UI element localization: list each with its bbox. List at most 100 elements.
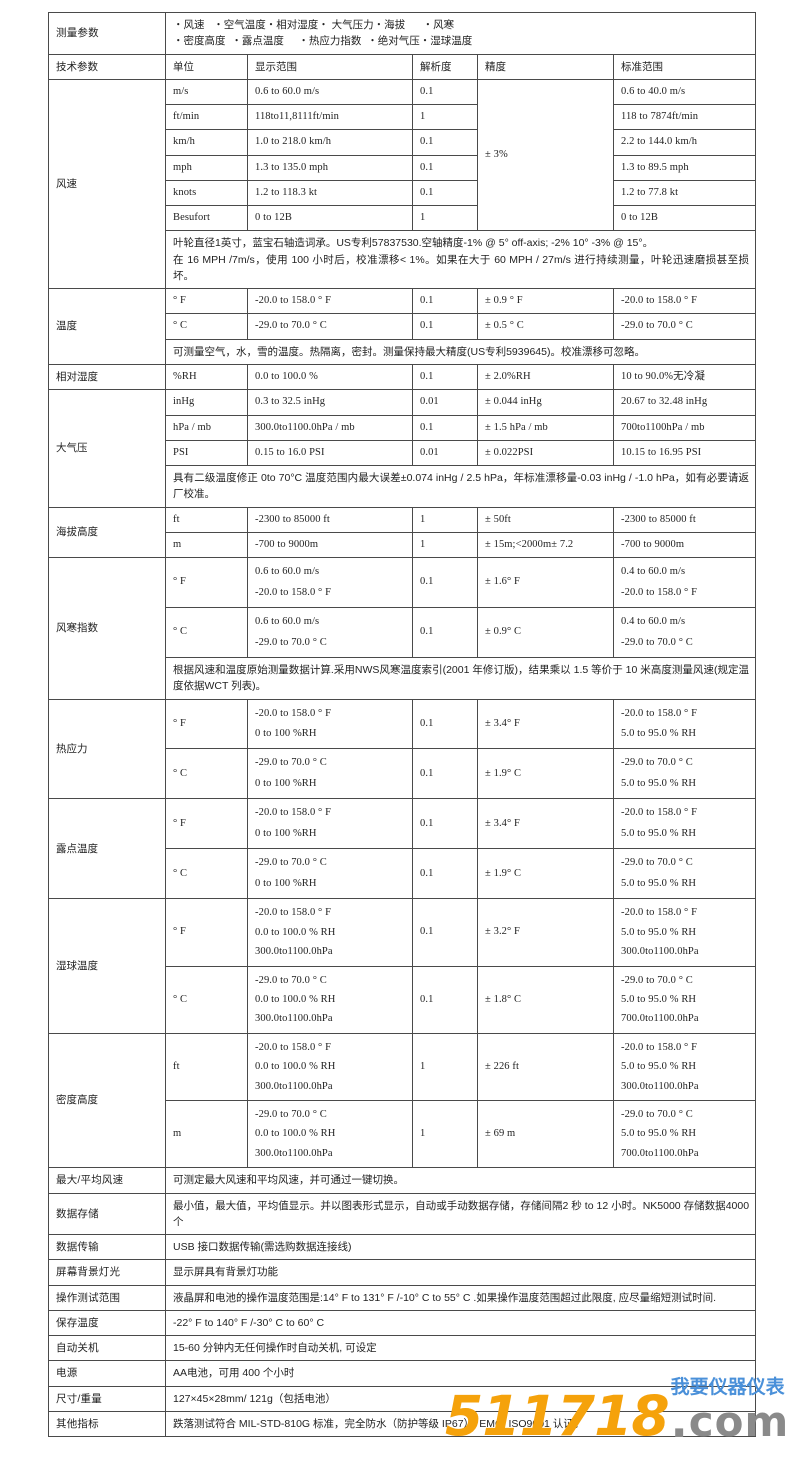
cell-unit: PSI: [165, 439, 248, 467]
cell-line: 700.0to1100.0hPa: [621, 1013, 699, 1025]
cell-accuracy: ± 15m;<2000m± 7.2: [477, 531, 614, 559]
cell-display-range: -29.0 to 70.0 ° C 0.0 to 100.0 % RH 300.0t…: [247, 1100, 413, 1169]
cell-line: 300.0to1100.0hPa: [255, 1013, 333, 1025]
cell-display-range: 300.0to1100.0hPa / mb: [247, 414, 413, 441]
note-line: 可测量空气，水，雪的温度。热隔离，密封。测量保持最大精度(US专利5939645…: [173, 345, 645, 358]
cell-display-range: 0.0 to 100.0 %: [247, 363, 413, 391]
spec-row: hPa / mb 300.0to1100.0hPa / mb 0.1 ± 1.5 hP…: [49, 414, 757, 441]
cell-line: 0 to 100 %RH: [255, 827, 317, 839]
cell-resolution: 0.1: [412, 363, 478, 391]
simple-spec-row: 尺寸/重量 127×45×28mm/ 121g（包括电池）: [48, 1385, 757, 1412]
spec-row: ° C -29.0 to 70.0 ° C 0.1 ± 0.5 ° C -29.0 to…: [49, 313, 757, 340]
cell-unit: Besufort: [165, 205, 248, 232]
cell-line: -20.0 to 158.0 ° F: [255, 586, 332, 598]
cell-standard-range: -29.0 to 70.0 ° C 5.0 to 95.0 % RH 700.0to…: [612, 965, 757, 1034]
cell-accuracy: ± 0.9 ° F: [477, 288, 614, 315]
cell-standard-range: 10 to 90.0%无冷凝: [612, 363, 757, 391]
simple-spec-row: 自动关机 15-60 分钟内无任何操作时自动关机, 可设定: [48, 1335, 757, 1362]
cell-accuracy: ± 69 m: [477, 1100, 614, 1169]
cell-unit: ° C: [165, 748, 248, 800]
cell-display-range: 0.6 to 60.0 m/s: [247, 78, 413, 106]
cell-resolution: 0.1: [412, 748, 478, 800]
simple-row-label: 保存温度: [48, 1309, 166, 1337]
cell-resolution: 0.1: [412, 313, 478, 340]
watermark-logo: 511718 我要仪器仪表 . com: [445, 1378, 788, 1444]
cell-standard-range: -20.0 to 158.0 ° F 5.0 to 95.0 % RH: [612, 698, 757, 750]
cell-display-range: 1.2 to 118.3 kt: [247, 179, 413, 207]
cell-unit: ° C: [165, 607, 248, 658]
header-accuracy: 精度: [477, 53, 614, 80]
cell-resolution: 0.01: [412, 439, 478, 467]
measurement-params-label: 测量参数: [48, 12, 166, 55]
cell-unit: m/s: [165, 78, 248, 106]
cell-accuracy: ± 3.4° F: [477, 698, 614, 750]
cell-standard-range: 0.6 to 40.0 m/s: [612, 78, 757, 106]
spec-row: 露点温度 ° F -20.0 to 158.0 ° F 0 to 100 %RH 0.1…: [48, 798, 757, 900]
measurement-params-list: ・风速 ・空气温度・相对湿度・ 大气压力・海拔 ・风寒 ・密度高度 ・露点温度 …: [164, 12, 757, 55]
cell-unit: ft: [165, 506, 248, 533]
cell-accuracy: ± 3.2° F: [477, 898, 614, 967]
spec-note-row: 具有二级温度修正 0to 70°C 温度范围内最大误差±0.074 inHg /…: [49, 465, 757, 508]
cell-unit: ° C: [165, 965, 248, 1034]
cell-resolution: 0.01: [412, 389, 478, 416]
note-line: 具有二级温度修正 0to 70°C 温度范围内最大误差±0.074 inHg /…: [173, 472, 750, 501]
cell-line: 300.0to1100.0hPa: [255, 1080, 333, 1092]
cell-line: 0.6 to 60.0 m/s: [255, 616, 320, 628]
cell-unit: ° F: [165, 698, 248, 750]
cell-line: 5.0 to 95.0 % RH: [621, 727, 697, 739]
cell-line: 0.0 to 100.0 % RH: [255, 926, 336, 938]
cell-standard-range: -20.0 to 158.0 ° F: [612, 288, 757, 315]
cell-display-range: 118to11,8111ft/min: [247, 104, 413, 131]
cell-line: -20.0 to 158.0 ° F: [255, 1041, 332, 1053]
cell-resolution: 0.1: [412, 414, 478, 441]
cell-unit: mph: [165, 154, 248, 181]
cell-resolution: 0.1: [412, 288, 478, 315]
cell-line: 0.6 to 60.0 m/s: [255, 566, 320, 578]
cell-resolution: 0.1: [412, 607, 478, 658]
cell-unit: m: [165, 1100, 248, 1169]
group-label: 大气压: [48, 389, 166, 508]
group-note: 根据风速和温度原始测量数据计算.采用NWS风寒温度索引(2001 年修订版)，结…: [164, 656, 757, 700]
cell-unit: ° C: [165, 848, 248, 900]
group-label: 湿球温度: [48, 898, 166, 1034]
cell-display-range: -29.0 to 70.0 ° C 0.0 to 100.0 % RH 300.0t…: [247, 965, 413, 1034]
cell-display-range: 0.6 to 60.0 m/s -29.0 to 70.0 ° C: [247, 607, 413, 658]
spec-row: km/h 1.0 to 218.0 km/h 0.1 2.2 to 144.0 km/…: [49, 129, 757, 156]
spec-row: ° C -29.0 to 70.0 ° C 0.0 to 100.0 % RH 300…: [49, 965, 757, 1034]
cell-resolution: 1: [412, 104, 478, 131]
cell-line: -20.0 to 158.0 ° F: [621, 907, 698, 919]
cell-resolution: 0.1: [412, 78, 478, 106]
group-note: 叶轮直径1英寸，蓝宝石轴造词承。US专利57837530.空轴精度-1% @ 5…: [164, 230, 757, 290]
spec-row: 湿球温度 ° F -20.0 to 158.0 ° F 0.0 to 100.0 % …: [48, 898, 757, 1034]
simple-row-value: AA电池，可用 400 个小时: [164, 1360, 757, 1387]
spec-row: mph 1.3 to 135.0 mph 0.1 1.3 to 89.5 mph: [49, 154, 757, 181]
column-header-row: 技术参数 单位 显示范围 解析度 精度 标准范围: [48, 53, 757, 80]
cell-display-range: -29.0 to 70.0 ° C: [247, 313, 413, 340]
simple-row-label: 数据传输: [48, 1234, 166, 1261]
cell-standard-range: -2300 to 85000 ft: [612, 506, 757, 533]
simple-row-value: 跌落测试符合 MIL-STD-810G 标准，完全防水（防护等级 IP67），E…: [164, 1410, 757, 1438]
cell-display-range: 0.15 to 16.0 PSI: [247, 439, 413, 467]
cell-resolution: 0.1: [412, 848, 478, 900]
simple-row-value: 15-60 分钟内无任何操作时自动关机, 可设定: [164, 1335, 757, 1362]
watermark-domain: . com: [669, 1399, 790, 1444]
cell-resolution: 1: [412, 531, 478, 559]
cell-unit: m: [165, 531, 248, 559]
cell-line: 0 to 100 %RH: [255, 777, 317, 789]
group-label: 密度高度: [48, 1032, 166, 1169]
cell-line: 5.0 to 95.0 % RH: [621, 1128, 697, 1140]
cell-line: -20.0 to 158.0 ° F: [255, 707, 332, 719]
cell-line: 0.0 to 100.0 % RH: [255, 1128, 336, 1140]
header-parameter: 技术参数: [48, 53, 166, 80]
cell-line: -20.0 to 158.0 ° F: [255, 907, 332, 919]
spec-row: 密度高度 ft -20.0 to 158.0 ° F 0.0 to 100.0 % R…: [48, 1032, 757, 1169]
cell-display-range: -29.0 to 70.0 ° C 0 to 100 %RH: [247, 748, 413, 800]
simple-spec-row: 最大/平均风速 可测定最大风速和平均风速，并可通过一键切换。: [48, 1167, 757, 1194]
cell-accuracy: ± 3.4° F: [477, 798, 614, 850]
simple-spec-row: 电源 AA电池，可用 400 个小时: [48, 1360, 757, 1387]
cell-display-range: -20.0 to 158.0 ° F: [247, 288, 413, 315]
cell-resolution: 1: [412, 205, 478, 232]
cell-line: 5.0 to 95.0 % RH: [621, 777, 697, 789]
cell-display-range: 1.3 to 135.0 mph: [247, 154, 413, 181]
cell-standard-range: 10.15 to 16.95 PSI: [612, 439, 757, 467]
